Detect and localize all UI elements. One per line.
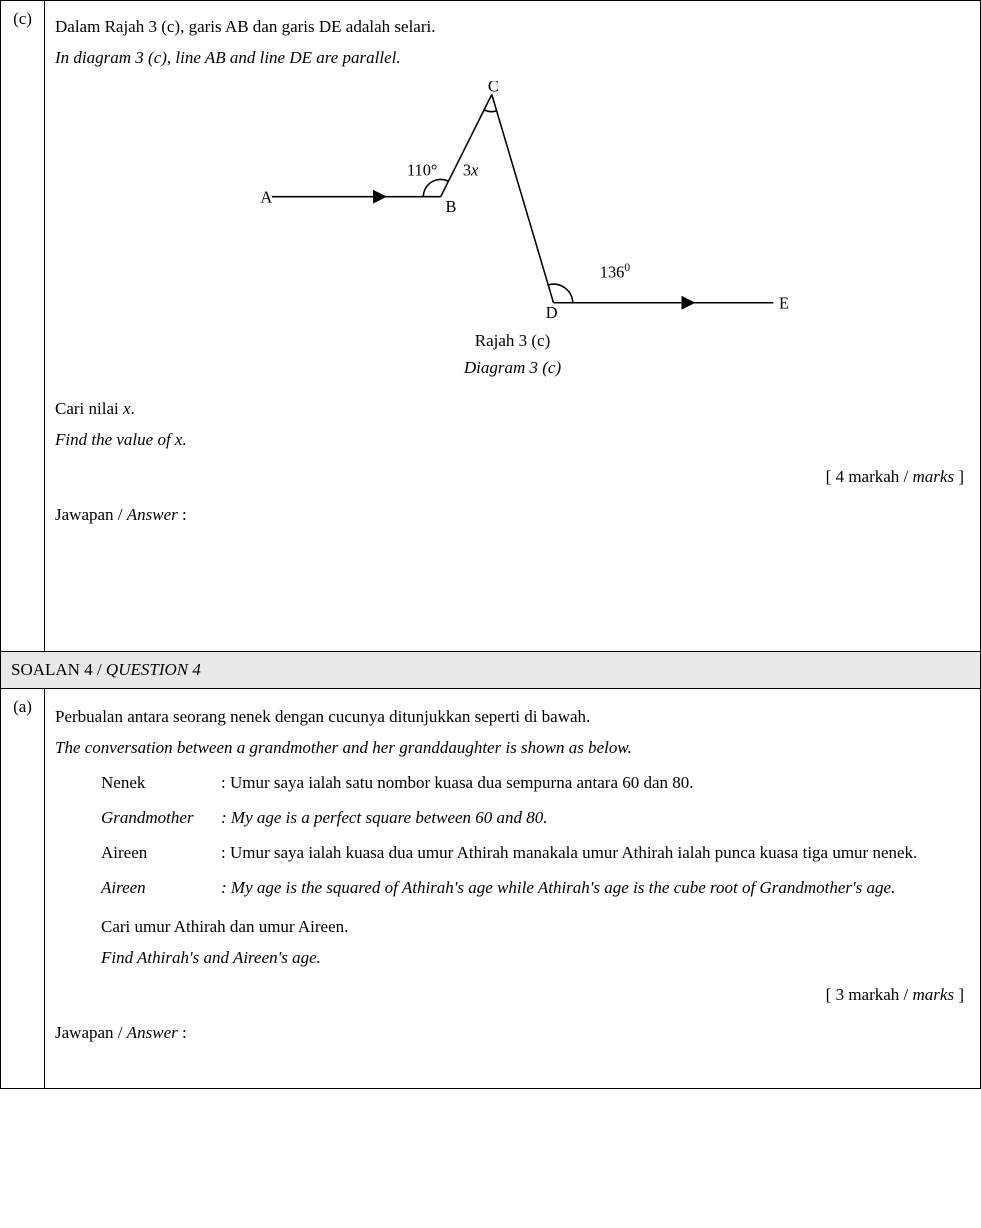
dialog-text: : My age is the squared of Athirah's age… bbox=[221, 874, 970, 903]
q4-header-my: SOALAN 4 / bbox=[11, 660, 106, 679]
q4a-answer-suffix: : bbox=[178, 1023, 187, 1042]
q4a-intro-my: Perbualan antara seorang nenek dengan cu… bbox=[55, 703, 970, 730]
q3c-intro-en: In diagram 3 (c), line AB and line DE ar… bbox=[55, 44, 970, 71]
q3c-task-my-prefix: Cari nilai bbox=[55, 399, 123, 418]
q3c-marks: [ 4 markah / marks ] bbox=[55, 467, 964, 487]
q3c-task-my-suffix: . bbox=[131, 399, 135, 418]
diagram-caption: Rajah 3 (c) Diagram 3 (c) bbox=[233, 328, 793, 381]
q4a-label-cell: (a) bbox=[1, 688, 45, 1089]
q3c-task-my-var: x bbox=[123, 399, 131, 418]
pt-B: B bbox=[445, 197, 456, 216]
q4a-answer-label: Jawapan / Answer : bbox=[55, 1019, 970, 1046]
q3c-marks-italic: marks bbox=[913, 467, 955, 486]
q3c-answer-suffix: : bbox=[178, 505, 187, 524]
dialog-row: Aireen: My age is the squared of Athirah… bbox=[101, 874, 970, 903]
q3c-row: (c) Dalam Rajah 3 (c), garis AB dan gari… bbox=[1, 1, 981, 652]
q3c-answer-space bbox=[55, 533, 970, 643]
angle-3x: 3x bbox=[462, 161, 478, 180]
diagram-svg: A B C D E 110° 3x 1360 bbox=[233, 81, 793, 322]
q4a-answer-my: Jawapan / bbox=[55, 1023, 127, 1042]
q3c-diagram: A B C D E 110° 3x 1360 Rajah 3 (c) Diagr… bbox=[233, 81, 793, 381]
caption-my: Rajah 3 (c) bbox=[475, 331, 551, 350]
q4a-answer-en: Answer bbox=[127, 1023, 178, 1042]
dialog-speaker: Aireen bbox=[101, 839, 221, 868]
dialog-text: : Umur saya ialah satu nombor kuasa dua … bbox=[221, 769, 970, 798]
dialog-speaker: Aireen bbox=[101, 874, 221, 903]
q4a-task-en: Find Athirah's and Aireen's age. bbox=[101, 944, 970, 971]
q4a-body-cell: Perbualan antara seorang nenek dengan cu… bbox=[45, 688, 981, 1089]
q3c-answer-en: Answer bbox=[127, 505, 178, 524]
q4-header-cell: SOALAN 4 / QUESTION 4 bbox=[1, 651, 981, 688]
dialog-speaker: Nenek bbox=[101, 769, 221, 798]
pt-E: E bbox=[779, 294, 789, 313]
q3c-body-cell: Dalam Rajah 3 (c), garis AB dan garis DE… bbox=[45, 1, 981, 652]
q3c-task-en-var: x. bbox=[175, 430, 187, 449]
q3c-task-en: Find the value of x. bbox=[55, 426, 970, 453]
pt-C: C bbox=[487, 81, 498, 96]
dialog-speaker: Grandmother bbox=[101, 804, 221, 833]
caption-en: Diagram 3 (c) bbox=[464, 358, 561, 377]
exam-page: (c) Dalam Rajah 3 (c), garis AB dan gari… bbox=[0, 0, 981, 1089]
pt-D: D bbox=[545, 304, 557, 323]
angle-110: 110° bbox=[406, 161, 437, 180]
q3c-answer-label: Jawapan / Answer : bbox=[55, 501, 970, 528]
q4a-intro-en: The conversation between a grandmother a… bbox=[55, 734, 970, 761]
q3c-intro-my: Dalam Rajah 3 (c), garis AB dan garis DE… bbox=[55, 13, 970, 40]
dialog-row: Grandmother: My age is a perfect square … bbox=[101, 804, 970, 833]
dialog-row: Aireen: Umur saya ialah kuasa dua umur A… bbox=[101, 839, 970, 868]
q4-header-row: SOALAN 4 / QUESTION 4 bbox=[1, 651, 981, 688]
q3c-task-my: Cari nilai x. bbox=[55, 395, 970, 422]
layout-table: (c) Dalam Rajah 3 (c), garis AB dan gari… bbox=[0, 0, 981, 1089]
q3c-label: (c) bbox=[13, 9, 32, 28]
dialog-row: Nenek: Umur saya ialah satu nombor kuasa… bbox=[101, 769, 970, 798]
q3c-task-en-prefix: Find the value of bbox=[55, 430, 175, 449]
q4a-answer-space bbox=[55, 1050, 970, 1080]
angle-136: 1360 bbox=[599, 261, 630, 282]
q3c-marks-suffix: ] bbox=[954, 467, 964, 486]
q4a-task-my: Cari umur Athirah dan umur Aireen. bbox=[101, 913, 970, 940]
q3c-label-cell: (c) bbox=[1, 1, 45, 652]
q4a-marks-suffix: ] bbox=[954, 985, 964, 1004]
q3c-marks-prefix: [ 4 markah / bbox=[826, 467, 913, 486]
q3c-answer-my: Jawapan / bbox=[55, 505, 127, 524]
dialog-text: : My age is a perfect square between 60 … bbox=[221, 804, 970, 833]
pt-A: A bbox=[260, 188, 272, 207]
dialog-text: : Umur saya ialah kuasa dua umur Athirah… bbox=[221, 839, 970, 868]
q4a-marks-prefix: [ 3 markah / bbox=[826, 985, 913, 1004]
q4a-row: (a) Perbualan antara seorang nenek denga… bbox=[1, 688, 981, 1089]
q4a-marks-italic: marks bbox=[913, 985, 955, 1004]
q4a-dialog: Nenek: Umur saya ialah satu nombor kuasa… bbox=[101, 769, 970, 903]
q4a-label: (a) bbox=[13, 697, 32, 716]
q4a-marks: [ 3 markah / marks ] bbox=[55, 985, 964, 1005]
q4-header-en: QUESTION 4 bbox=[106, 660, 201, 679]
